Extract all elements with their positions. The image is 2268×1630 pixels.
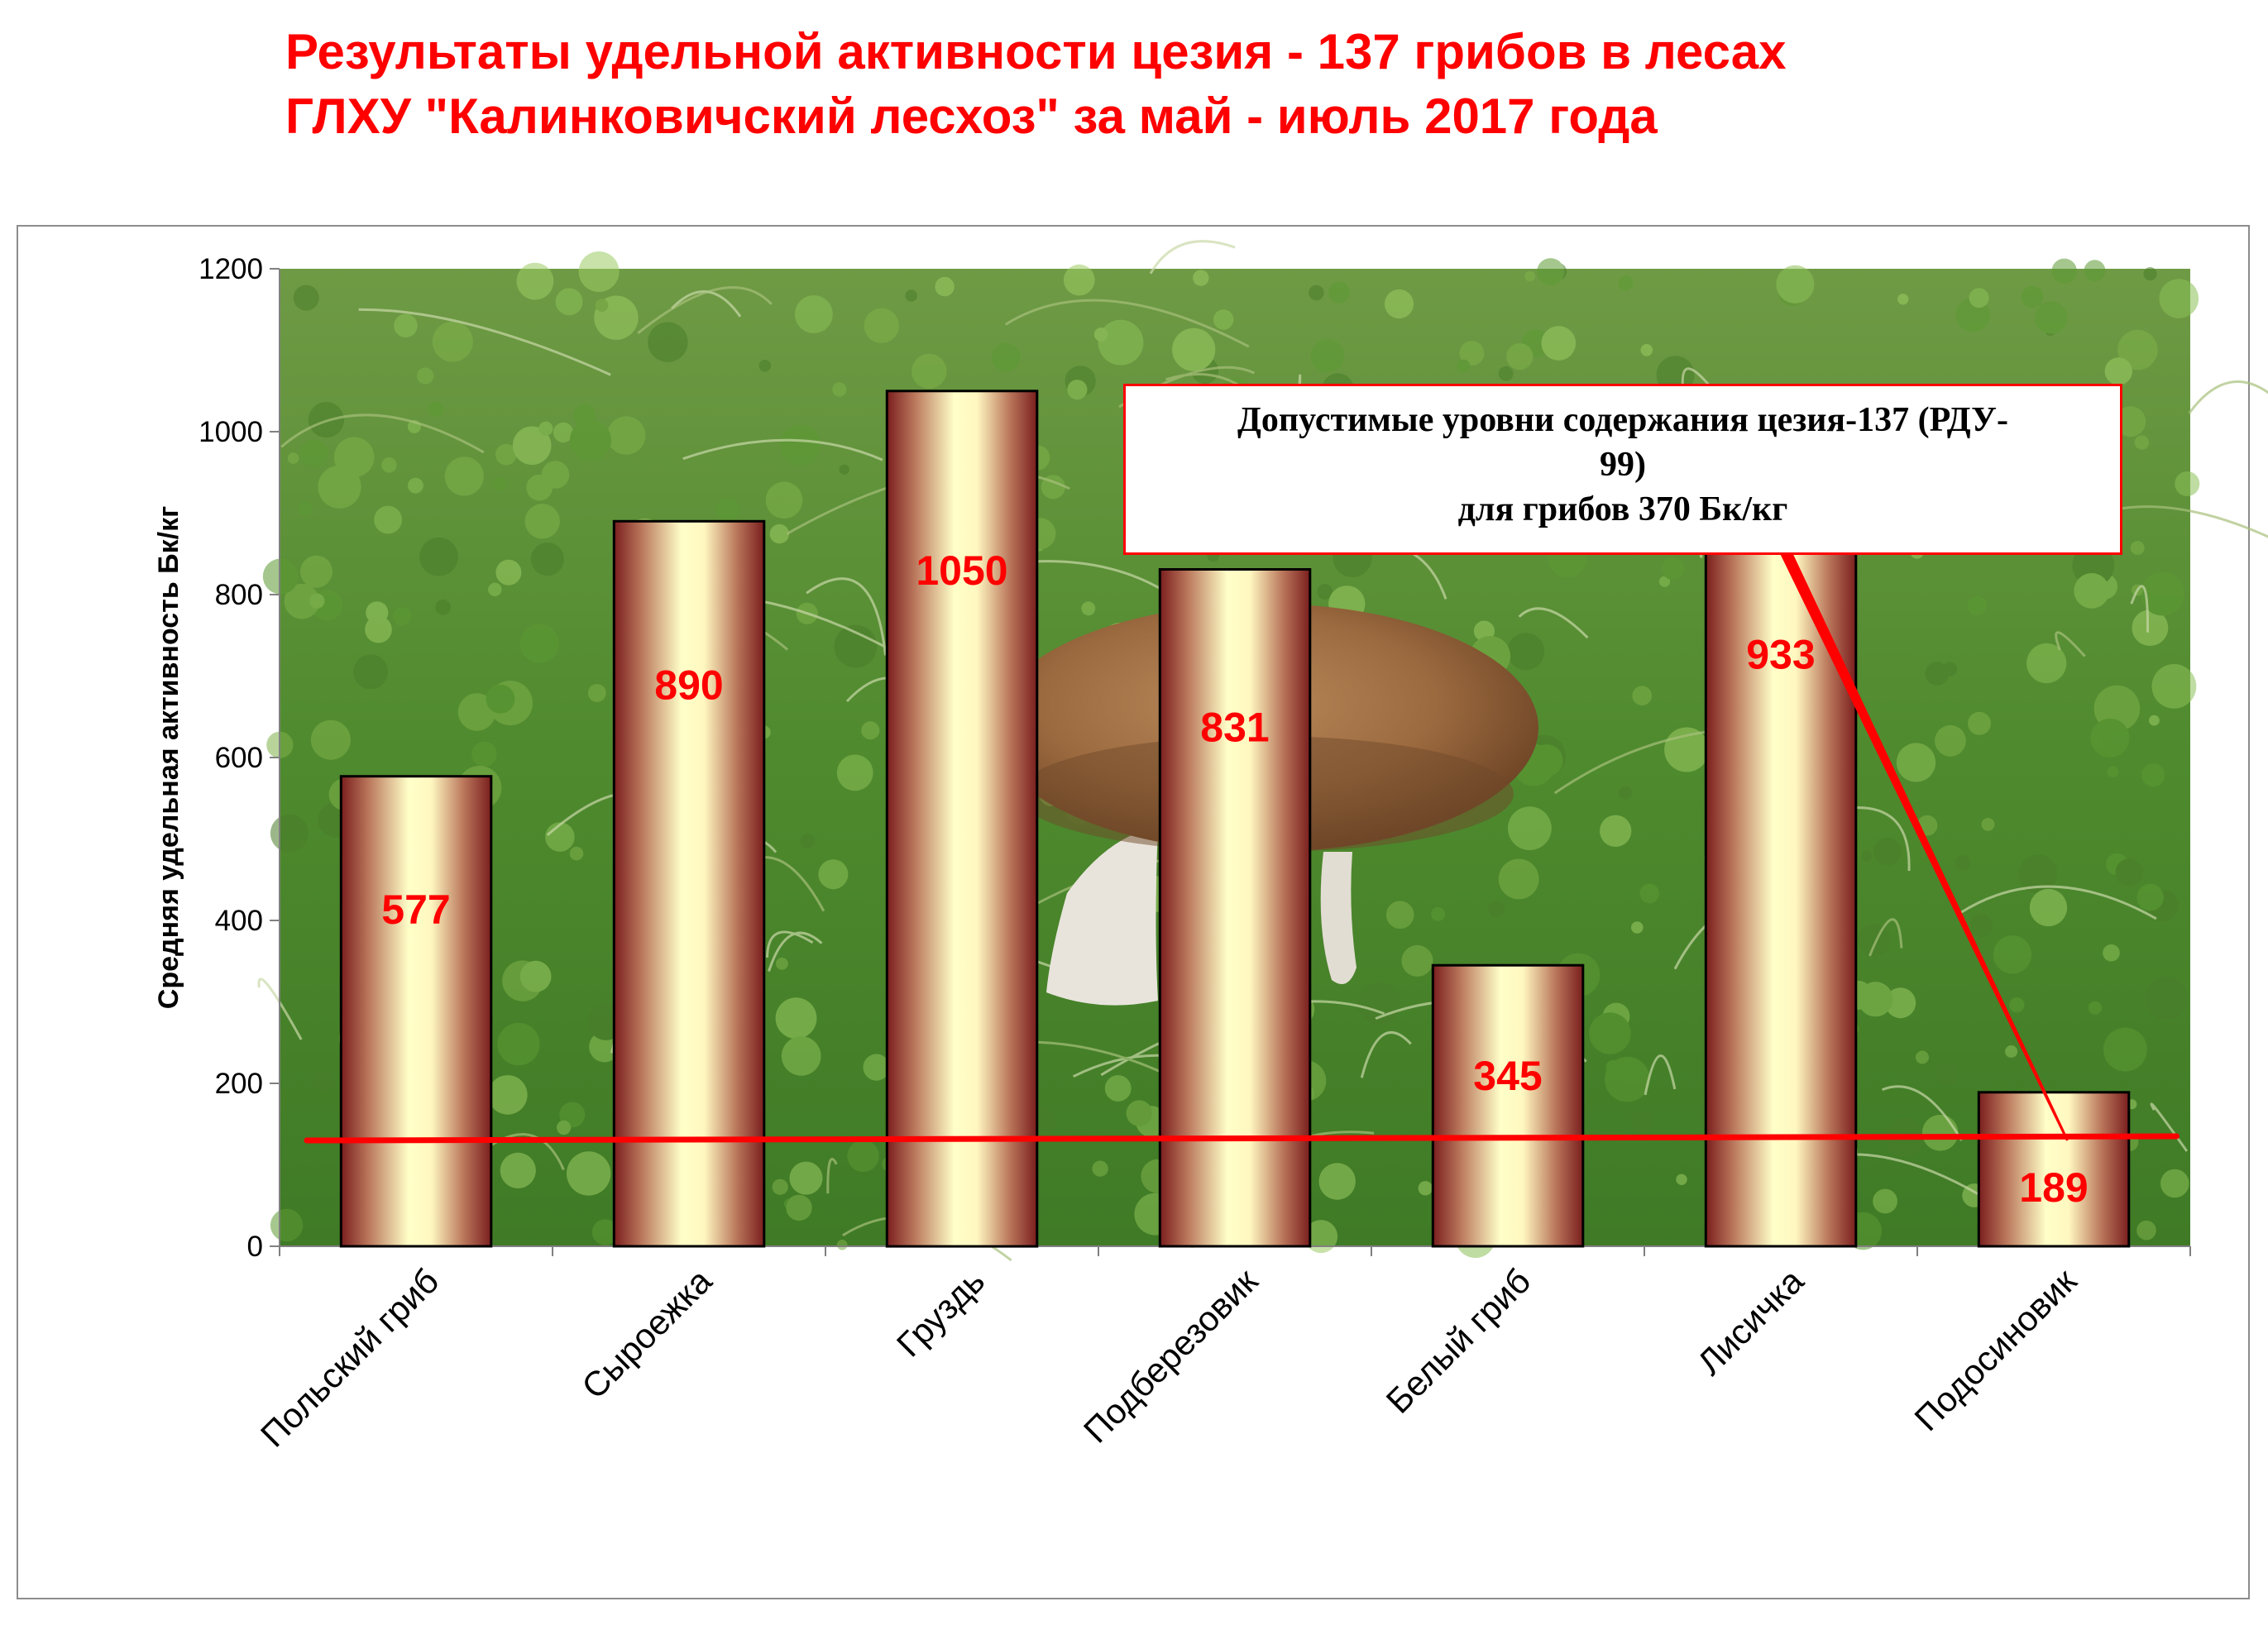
category-label: Подосиновик	[1907, 1261, 2084, 1438]
chart-title: Результаты удельной активности цезия - 1…	[285, 20, 2188, 149]
bar	[612, 519, 766, 1248]
y-tick-label: 800	[215, 579, 263, 611]
bars	[339, 390, 2131, 1248]
bar	[885, 390, 1039, 1248]
data-label: 831	[1200, 705, 1269, 751]
data-label: 933	[1746, 631, 1815, 677]
y-tick-label: 200	[215, 1068, 263, 1100]
bar	[1158, 568, 1312, 1248]
category-label: Польский гриб	[253, 1261, 446, 1454]
limit-note-line-2: 99)	[1600, 446, 1646, 484]
chart-title-line-1: Результаты удельной активности цезия - 1…	[285, 24, 1787, 79]
category-label: Сыроежка	[574, 1261, 720, 1407]
y-tick-label: 1000	[199, 416, 263, 448]
limit-line	[304, 1133, 2179, 1144]
chart-title-line-2: ГЛХУ "Калинковичский лесхоз" за май - ию…	[285, 88, 1658, 144]
y-tick-label: 600	[215, 742, 263, 774]
limit-note-box: Допустимые уровни содержания цезия-137 (…	[1123, 384, 2122, 555]
data-label: 1050	[916, 547, 1007, 594]
data-label: 345	[1473, 1053, 1542, 1099]
bar	[1704, 485, 1858, 1248]
data-label: 189	[2019, 1164, 2088, 1211]
category-label: Подберезовик	[1076, 1261, 1266, 1451]
bar	[339, 775, 493, 1248]
bar	[1977, 1091, 2131, 1248]
x-axis	[279, 1245, 2191, 1256]
y-tick-label: 400	[215, 905, 263, 937]
limit-note-line-3: для грибов 370 Бк/кг	[1457, 490, 1788, 528]
limit-note-line-1: Допустимые уровни содержания цезия-137 (…	[1237, 401, 2008, 439]
y-axis: 0 200 400 600 800 1000 1200	[199, 253, 280, 1263]
data-label: 577	[381, 887, 450, 933]
data-labels: 577 890 1050 831 345 933 189	[381, 547, 2088, 1211]
y-tick-label: 1200	[199, 253, 263, 285]
y-tick-label: 0	[247, 1231, 263, 1263]
data-label: 890	[654, 662, 723, 709]
category-label: Белый гриб	[1379, 1261, 1538, 1421]
bar	[1431, 963, 1585, 1248]
category-label: Груздь	[889, 1261, 992, 1364]
category-labels: Польский гриб Сыроежка Груздь Подберезовик Б…	[253, 1261, 2084, 1455]
category-label: Лисичка	[1690, 1261, 1811, 1383]
y-axis-label: Средняя удельная активность Бк/кг	[153, 506, 184, 1009]
